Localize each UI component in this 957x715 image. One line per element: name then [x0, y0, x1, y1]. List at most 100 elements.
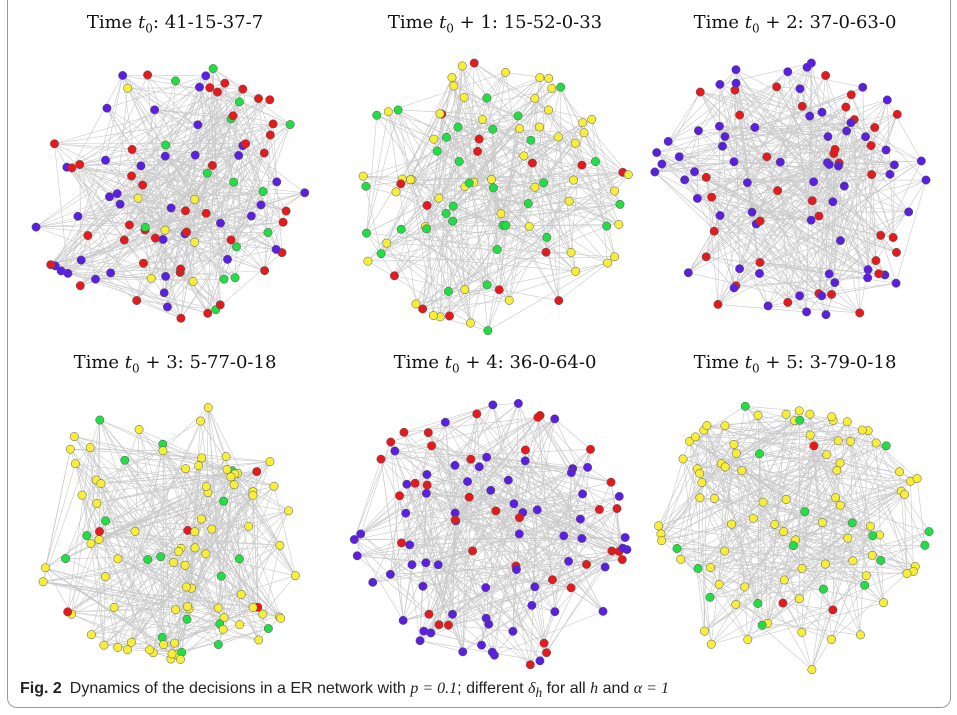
network-node-red: [424, 609, 434, 619]
network-node-red: [182, 227, 192, 237]
network-edge: [719, 535, 873, 585]
network-node-yellow: [857, 425, 867, 435]
network-node-yellow: [122, 645, 132, 655]
network-edge: [711, 609, 833, 645]
network-node-red: [473, 146, 483, 156]
network-node-green: [202, 168, 212, 178]
network-edge: [138, 429, 182, 653]
network-edge: [777, 99, 888, 191]
network-edge: [531, 547, 624, 606]
network-node-blue: [863, 265, 873, 275]
network-edge: [91, 548, 182, 635]
network-node-green: [234, 554, 244, 564]
network-edge: [525, 449, 547, 653]
network-edge: [492, 404, 520, 535]
network-node-yellow: [70, 459, 80, 469]
network-edge: [50, 229, 166, 265]
network-edge: [689, 440, 836, 498]
network-edge: [45, 567, 72, 615]
network-edge: [537, 417, 573, 469]
network-node-blue: [520, 456, 530, 466]
network-edge: [714, 230, 841, 241]
network-node-blue: [105, 192, 114, 202]
network-node-blue: [160, 151, 170, 161]
network-node-green: [361, 181, 371, 191]
network-edge: [689, 441, 712, 645]
network-nodes: [358, 58, 633, 336]
network-edge: [719, 126, 823, 296]
network-node-blue: [398, 615, 408, 625]
network-edge: [548, 78, 629, 175]
network-edge: [818, 99, 888, 217]
network-edge: [131, 68, 214, 150]
network-edge: [136, 300, 182, 319]
network-edge: [45, 567, 181, 660]
network-node-red: [827, 290, 836, 299]
network-edge: [366, 115, 378, 234]
network-edge: [762, 502, 784, 604]
network-node-yellow: [578, 118, 588, 128]
network-edge: [45, 567, 219, 645]
network-edge: [376, 115, 492, 180]
network-edge: [463, 97, 489, 331]
network-edge: [828, 164, 834, 202]
network-edge: [464, 186, 471, 324]
network-node-yellow: [284, 506, 294, 516]
network-edge: [192, 281, 208, 314]
network-node-yellow: [842, 417, 852, 427]
network-edge: [43, 564, 186, 583]
network-edge: [80, 239, 232, 286]
network-node-blue: [486, 485, 496, 495]
network-node-green: [501, 220, 511, 230]
network-edge: [414, 482, 520, 535]
network-node-blue: [158, 235, 168, 244]
network-node-green: [847, 518, 857, 528]
network-edge: [783, 430, 869, 581]
network-node-blue: [881, 145, 891, 155]
network-edge: [98, 469, 228, 540]
network-node-green: [101, 516, 111, 526]
network-edge: [498, 128, 520, 290]
network-edge: [127, 88, 186, 211]
network-edge: [401, 542, 514, 632]
network-edge: [500, 204, 621, 215]
network-edge: [411, 138, 480, 180]
network-node-red: [46, 260, 56, 270]
network-edge: [406, 484, 495, 656]
network-node-yellow: [820, 559, 830, 569]
network-edge: [401, 137, 447, 180]
network-node-red: [525, 660, 535, 670]
network-edge: [725, 420, 800, 468]
network-node-yellow: [654, 521, 664, 531]
network-panel-6: Time t0 + 5: 3-79-0-18: [640, 340, 950, 685]
network-edge: [717, 304, 807, 313]
network-edge: [426, 484, 486, 588]
network-edges: [654, 62, 927, 315]
network-edge: [534, 538, 583, 588]
network-edge: [720, 215, 812, 221]
network-edge: [99, 419, 199, 467]
network-node-blue: [824, 160, 834, 170]
network-edge: [554, 418, 591, 450]
network-node-red: [213, 87, 222, 97]
network-edge: [113, 407, 209, 608]
network-node-red: [83, 231, 93, 240]
network-edge: [825, 563, 861, 636]
network-edge: [430, 512, 456, 634]
network-node-yellow: [770, 519, 780, 529]
network-node-yellow: [109, 602, 119, 612]
network-node-green: [362, 228, 371, 238]
network-edge: [525, 449, 581, 520]
network-edge: [106, 108, 172, 209]
network-node-blue: [663, 136, 673, 146]
network-edge: [448, 182, 475, 292]
network-edge: [759, 220, 789, 303]
network-edge: [419, 640, 540, 662]
network-edge: [403, 404, 493, 433]
network-node-blue: [863, 273, 873, 283]
network-edge: [697, 185, 845, 199]
network-edge: [360, 481, 468, 535]
network-node-blue: [450, 460, 460, 470]
network-edge: [79, 124, 291, 165]
network-edge: [502, 225, 547, 238]
